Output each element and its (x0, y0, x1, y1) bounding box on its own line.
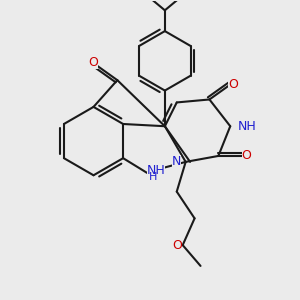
Text: NH: NH (238, 120, 256, 133)
Text: O: O (172, 238, 182, 252)
Text: N: N (172, 155, 181, 168)
Text: O: O (242, 149, 251, 162)
Text: O: O (228, 78, 238, 91)
Text: H: H (149, 172, 157, 182)
Text: NH: NH (147, 164, 165, 177)
Text: O: O (88, 56, 98, 69)
